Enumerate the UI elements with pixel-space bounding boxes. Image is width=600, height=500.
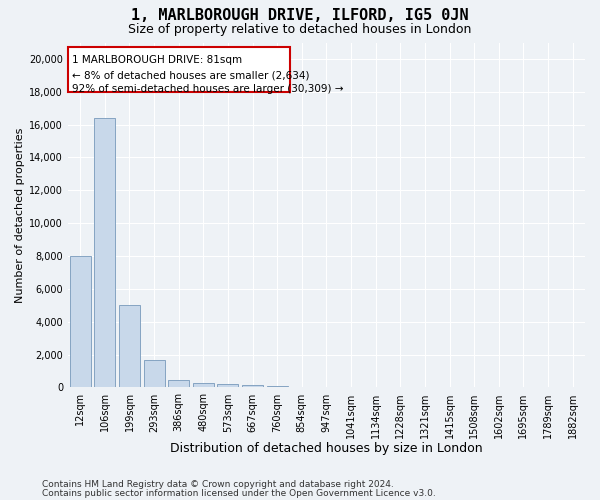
Bar — [267, 386, 287, 388]
Bar — [70, 256, 91, 388]
Bar — [217, 384, 238, 388]
Bar — [143, 360, 164, 388]
Bar — [193, 382, 214, 388]
Text: Size of property relative to detached houses in London: Size of property relative to detached ho… — [128, 22, 472, 36]
Text: 1 MARLBOROUGH DRIVE: 81sqm: 1 MARLBOROUGH DRIVE: 81sqm — [72, 56, 242, 66]
X-axis label: Distribution of detached houses by size in London: Distribution of detached houses by size … — [170, 442, 483, 455]
Text: 1, MARLBOROUGH DRIVE, ILFORD, IG5 0JN: 1, MARLBOROUGH DRIVE, ILFORD, IG5 0JN — [131, 8, 469, 22]
Y-axis label: Number of detached properties: Number of detached properties — [15, 128, 25, 302]
Text: Contains HM Land Registry data © Crown copyright and database right 2024.: Contains HM Land Registry data © Crown c… — [42, 480, 394, 489]
FancyBboxPatch shape — [68, 48, 290, 92]
Text: ← 8% of detached houses are smaller (2,634): ← 8% of detached houses are smaller (2,6… — [72, 70, 310, 81]
Text: Contains public sector information licensed under the Open Government Licence v3: Contains public sector information licen… — [42, 488, 436, 498]
Bar — [94, 118, 115, 388]
Bar — [119, 306, 140, 388]
Bar — [292, 386, 312, 388]
Bar — [168, 380, 189, 388]
Text: 92% of semi-detached houses are larger (30,309) →: 92% of semi-detached houses are larger (… — [72, 84, 344, 94]
Bar — [242, 386, 263, 388]
